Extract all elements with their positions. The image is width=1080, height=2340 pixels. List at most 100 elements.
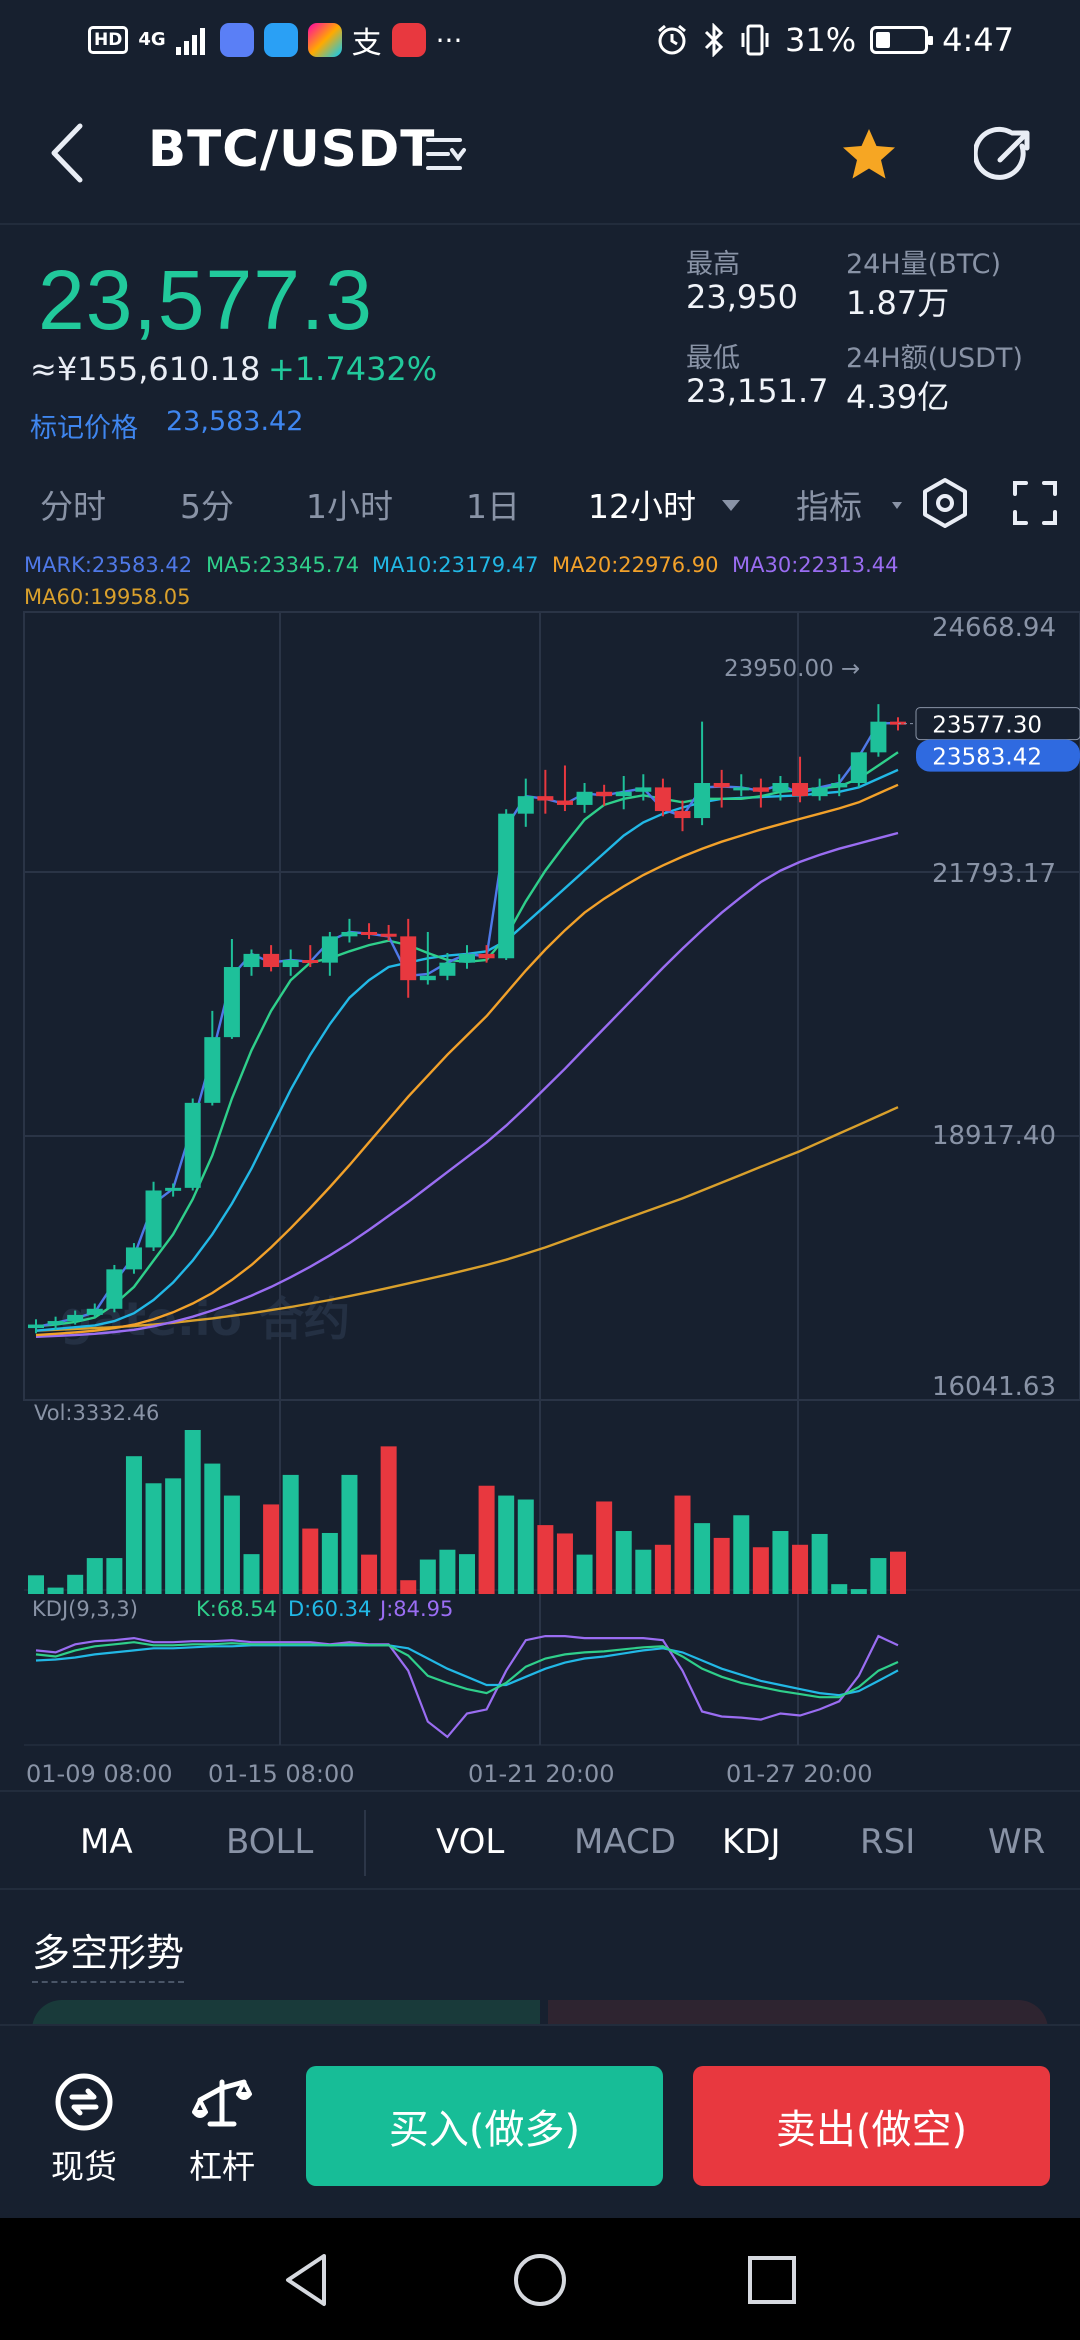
volume-bar xyxy=(811,1533,828,1594)
volume-bar xyxy=(67,1574,84,1594)
chevron-down-icon[interactable] xyxy=(722,500,740,511)
network-type: 4G xyxy=(138,29,166,50)
browser-app-icon xyxy=(263,23,298,57)
volume-bar xyxy=(870,1558,887,1594)
volume-bar xyxy=(459,1554,475,1594)
alarm-icon xyxy=(658,24,686,55)
tab-12h[interactable]: 12小时 xyxy=(588,487,696,526)
tab-vol[interactable]: VOL xyxy=(436,1822,505,1862)
volume-bar xyxy=(792,1544,809,1594)
ma-line-ma60 xyxy=(35,1106,899,1332)
legend-ma10: MA10:23179.47 xyxy=(372,553,538,577)
kline-chart[interactable]: MARK:23583.42 MA5:23345.74 MA10:23179.47… xyxy=(0,0,1080,1790)
volume-bar xyxy=(47,1587,64,1594)
y-tick-label: 16041.63 xyxy=(932,1372,1056,1402)
tab-1d[interactable]: 1日 xyxy=(466,487,520,526)
music-app-icon xyxy=(219,23,254,57)
volume-bars xyxy=(28,1430,906,1594)
battery-percent: 31% xyxy=(785,21,857,59)
scale-icon xyxy=(192,2079,252,2127)
volume-bar xyxy=(635,1549,652,1594)
candle-body xyxy=(165,1187,182,1191)
candle-body xyxy=(556,800,573,805)
mark-price-tag: 23583.42 xyxy=(932,745,1042,771)
hd-badge: HD xyxy=(88,26,129,54)
candle-body xyxy=(733,787,750,791)
legend-ma20: MA20:22976.90 xyxy=(552,553,718,577)
candle-body xyxy=(850,752,867,784)
volume-bar xyxy=(498,1495,515,1594)
fullscreen-icon[interactable] xyxy=(1012,480,1058,526)
volume-bar xyxy=(341,1474,358,1594)
nav-back-icon[interactable] xyxy=(276,2248,340,2312)
volume-bar xyxy=(145,1483,162,1594)
candle-body xyxy=(86,1308,103,1315)
ma-line-mark xyxy=(35,721,899,1329)
tab-kdj[interactable]: KDJ xyxy=(722,1822,781,1862)
kdj-line-j xyxy=(35,1634,899,1739)
kdj-d-label: D:60.34 xyxy=(288,1597,371,1621)
tab-5m[interactable]: 5分 xyxy=(180,487,234,526)
spot-label: 现货 xyxy=(51,2147,117,2186)
volume-bar xyxy=(890,1551,906,1594)
candle-body xyxy=(125,1247,142,1270)
tab-rsi[interactable]: RSI xyxy=(860,1822,916,1862)
kdj-k-label: K:68.54 xyxy=(196,1597,277,1621)
x-axis-labels: 01-09 08:00 01-15 08:00 01-21 20:00 01-27 2… xyxy=(26,1760,873,1788)
indicator-caret-icon[interactable] xyxy=(892,502,902,509)
volume-bar xyxy=(850,1589,867,1594)
candle-body xyxy=(243,953,260,968)
legend-ma5: MA5:23345.74 xyxy=(206,553,359,577)
nav-recents-icon[interactable] xyxy=(740,2248,804,2312)
legend-ma60: MA60:19958.05 xyxy=(24,585,190,609)
last-price-tag: 23577.30 xyxy=(932,713,1042,739)
cny-price: ≈¥155,610.18 xyxy=(30,350,261,388)
back-icon[interactable] xyxy=(40,118,100,188)
last-price: 23,577.3 xyxy=(38,253,373,347)
tab-boll[interactable]: BOLL xyxy=(226,1822,314,1862)
page-title[interactable]: BTC/USDT xyxy=(148,120,436,178)
clock: 4:47 xyxy=(942,21,1014,59)
volume-bar xyxy=(302,1528,319,1594)
tab-1h[interactable]: 1小时 xyxy=(306,487,393,526)
sentiment-title[interactable]: 多空形势 xyxy=(32,1922,185,1983)
volume-bar xyxy=(204,1463,221,1594)
spot-button[interactable]: 现货 xyxy=(34,2070,134,2190)
pair-list-icon[interactable] xyxy=(426,134,470,174)
price-labels: 23950.00 → 23577.30 23583.42 xyxy=(724,656,1080,772)
reader-app-icon xyxy=(391,23,426,57)
candle-body xyxy=(204,1037,221,1103)
nav-home-icon[interactable] xyxy=(508,2248,572,2312)
volume-bar xyxy=(86,1558,103,1594)
volume-bar xyxy=(419,1559,436,1594)
volume-bar xyxy=(106,1558,123,1594)
tab-timeshare[interactable]: 分时 xyxy=(40,487,106,526)
tab-indicators[interactable]: 指标 xyxy=(796,487,862,526)
mark-price-value: 23,583.42 xyxy=(166,406,304,437)
tab-macd[interactable]: MACD xyxy=(574,1822,676,1862)
buy-long-button[interactable]: 买入(做多) xyxy=(306,2066,663,2186)
tab-ma[interactable]: MA xyxy=(80,1822,133,1862)
volume-bar xyxy=(263,1504,280,1594)
ma-lines xyxy=(35,721,899,1338)
leverage-button[interactable]: 杠杆 xyxy=(172,2070,272,2190)
tab-wr[interactable]: WR xyxy=(988,1822,1046,1862)
candle-body xyxy=(223,967,240,1038)
candle-body xyxy=(596,791,613,797)
volume-bar xyxy=(243,1554,260,1594)
candle-body xyxy=(419,975,436,981)
volume-bar xyxy=(282,1474,299,1594)
candle-body xyxy=(654,787,671,812)
volume-bar xyxy=(28,1575,44,1594)
sell-short-button[interactable]: 卖出(做空) xyxy=(693,2066,1050,2186)
chart-border xyxy=(23,611,1080,1401)
period-tabs: 分时 5分 1小时 1日 12小时 指标 xyxy=(0,470,1080,536)
y-tick-label: 24668.94 xyxy=(932,613,1056,643)
change-percent: +1.7432% xyxy=(268,350,438,388)
mark-price-label: 标记价格 xyxy=(30,413,138,444)
candle-body xyxy=(282,960,299,968)
settings-hexagon-icon[interactable] xyxy=(918,476,972,530)
star-icon[interactable] xyxy=(838,124,900,186)
candle-body xyxy=(811,787,828,797)
share-icon[interactable] xyxy=(974,124,1036,186)
